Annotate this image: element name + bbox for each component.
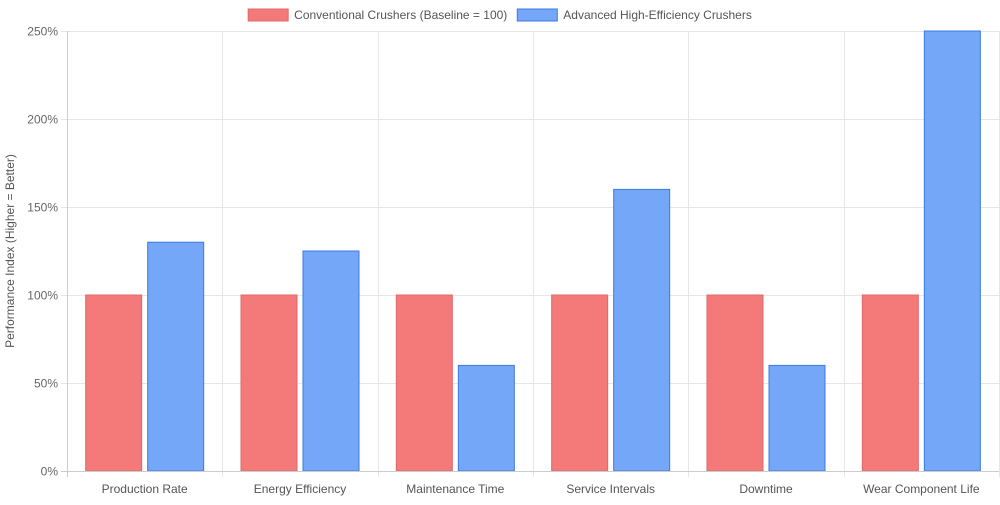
advanced-bar[interactable] <box>147 241 205 472</box>
conventional-bar[interactable] <box>85 294 143 472</box>
x-category-label: Production Rate <box>102 482 188 496</box>
conventional-bar[interactable] <box>861 294 919 472</box>
legend-label: Conventional Crushers (Baseline = 100) <box>294 8 507 22</box>
axis-layer: 0% 50% 100% 150% 200% 250% Production Rate Ener… <box>27 25 999 496</box>
y-tick-label: 200% <box>27 113 58 127</box>
bars-layer <box>85 30 981 472</box>
conventional-bar[interactable] <box>551 294 609 472</box>
y-axis-title: Performance Index (Higher = Better) <box>3 154 17 348</box>
advanced-bar[interactable] <box>457 364 515 472</box>
y-tick-label: 100% <box>27 289 58 303</box>
legend-label: Advanced High-Efficiency Crushers <box>563 8 752 22</box>
advanced-bar[interactable] <box>923 30 981 472</box>
y-tick-label: 150% <box>27 201 58 215</box>
advanced-bar[interactable] <box>613 188 671 472</box>
y-tick-label: 0% <box>41 465 59 479</box>
advanced-bar[interactable] <box>768 364 826 472</box>
x-category-label: Wear Component Life <box>863 482 980 496</box>
advanced-bar[interactable] <box>302 250 360 472</box>
x-category-label: Maintenance Time <box>406 482 504 496</box>
y-tick-label: 50% <box>34 377 58 391</box>
y-tick-label: 250% <box>27 25 58 39</box>
conventional-bar[interactable] <box>240 294 298 472</box>
conventional-bar[interactable] <box>395 294 453 472</box>
legend: Conventional Crushers (Baseline = 100) Ad… <box>247 8 752 22</box>
legend-item[interactable]: Conventional Crushers (Baseline = 100) <box>247 8 507 22</box>
legend-swatch <box>247 8 289 22</box>
conventional-bar[interactable] <box>706 294 764 472</box>
legend-item[interactable]: Advanced High-Efficiency Crushers <box>516 8 752 22</box>
x-category-label: Downtime <box>739 482 793 496</box>
x-category-label: Energy Efficiency <box>254 482 347 496</box>
legend-swatch <box>516 8 558 22</box>
x-category-label: Service Intervals <box>566 482 655 496</box>
